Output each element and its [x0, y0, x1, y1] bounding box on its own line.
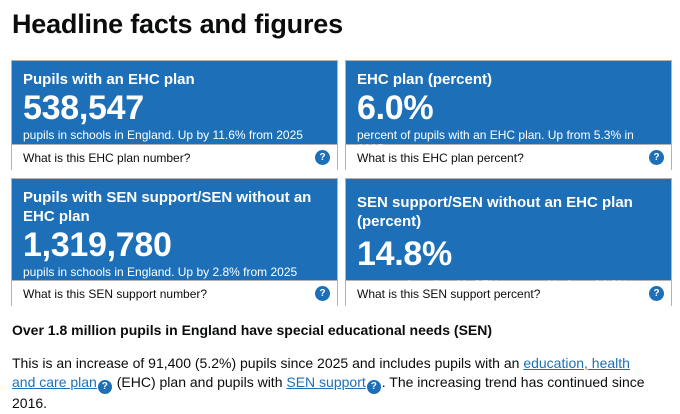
question-icon[interactable]: ?: [315, 150, 330, 165]
stat-card-help-label: What is this EHC plan number?: [23, 150, 191, 165]
stat-card-value: 14.8%: [357, 235, 452, 273]
summary-heading: Over 1.8 million pupils in England have …: [12, 322, 493, 338]
question-icon[interactable]: ?: [315, 286, 330, 301]
stat-card-help-toggle[interactable]: What is this EHC plan number? ?: [12, 144, 337, 170]
stat-card-title: EHC plan (percent): [357, 71, 493, 88]
stat-card-help-toggle[interactable]: What is this EHC plan percent? ?: [346, 144, 671, 170]
stat-card-description: percent of pupils with an EHC plan. Up f…: [357, 128, 634, 156]
stat-card-help-toggle[interactable]: What is this SEN support number? ?: [12, 280, 337, 306]
stat-card-ehc-percent: EHC plan (percent) 6.0% percent of pupil…: [345, 60, 672, 170]
stat-card-value: 6.0%: [357, 89, 434, 127]
stat-card-help-label: What is this EHC plan percent?: [357, 150, 524, 165]
stat-card-sen-number: Pupils with SEN support/SEN without an E…: [11, 178, 338, 306]
summary-text-part: This is an increase of 91,400 (5.2%) pup…: [12, 355, 520, 371]
sen-support-link[interactable]: SEN support: [286, 374, 366, 390]
stat-card-body: SEN support/SEN without an EHC plan (per…: [346, 179, 671, 292]
summary-text-part: (EHC) plan and pupils with: [116, 374, 283, 390]
stat-card-sen-percent: SEN support/SEN without an EHC plan (per…: [345, 178, 672, 306]
stat-card-ehc-number: Pupils with an EHC plan 538,547 pupils i…: [11, 60, 338, 170]
question-icon[interactable]: ?: [649, 286, 664, 301]
question-icon[interactable]: ?: [649, 150, 664, 165]
stat-card-description: pupils in schools in England. Up by 2.8%…: [23, 265, 298, 279]
question-icon[interactable]: ?: [366, 380, 381, 394]
stat-card-help-label: What is this SEN support percent?: [357, 286, 541, 301]
stat-card-body: Pupils with SEN support/SEN without an E…: [12, 179, 337, 280]
ehc-plan-link[interactable]: education, health and care plan: [12, 355, 630, 390]
summary-paragraph: This is an increase of 91,400 (5.2%) pup…: [12, 354, 652, 413]
question-icon[interactable]: ?: [97, 380, 112, 394]
stat-card-description: percent of pupils with SEN support. Up f…: [357, 278, 628, 292]
stat-card-help-toggle[interactable]: What is this SEN support percent? ?: [346, 280, 671, 306]
stat-card-value: 538,547: [23, 89, 144, 127]
stat-card-description: pupils in schools in England. Up by 11.6…: [23, 128, 303, 142]
summary-text-part: . The increasing trend has continued sin…: [12, 374, 645, 411]
stat-card-title: Pupils with SEN support/SEN without an E…: [23, 189, 312, 225]
stat-card-value: 1,319,780: [23, 226, 172, 264]
stat-card-body: EHC plan (percent) 6.0% percent of pupil…: [346, 61, 671, 156]
stat-card-title: Pupils with an EHC plan: [23, 71, 195, 88]
stat-card-help-label: What is this SEN support number?: [23, 286, 208, 301]
stat-card-body: Pupils with an EHC plan 538,547 pupils i…: [12, 61, 337, 144]
page-title: Headline facts and figures: [12, 9, 343, 39]
stat-card-title: SEN support/SEN without an EHC plan (per…: [357, 194, 633, 230]
